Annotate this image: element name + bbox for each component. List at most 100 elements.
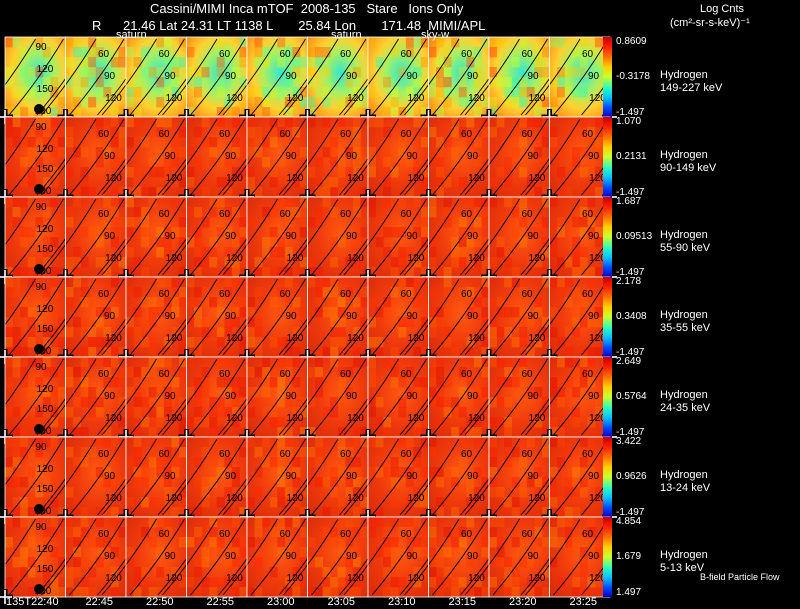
pixel-cell <box>496 357 505 368</box>
pixel-cell <box>95 257 104 268</box>
pixel-cell <box>428 507 437 518</box>
contour-label: 60 <box>219 529 231 540</box>
pixel-cell <box>443 287 452 298</box>
pixel-cell <box>481 257 490 268</box>
pixel-cell <box>88 567 97 578</box>
pixel-cell <box>194 127 203 138</box>
pixel-cell <box>557 277 566 288</box>
field-contour <box>525 118 581 196</box>
pixel-cell <box>458 407 467 418</box>
pixel-cell <box>390 457 399 468</box>
pixel-cell <box>322 97 331 108</box>
pixel-cell <box>383 537 392 548</box>
image-panel <box>307 197 368 277</box>
pixel-cell <box>443 577 452 588</box>
contour-label: 90 <box>527 391 539 402</box>
pixel-cell <box>481 347 490 358</box>
pixel-cell <box>209 257 218 268</box>
pixel-cell <box>156 567 165 578</box>
contour-label: 120 <box>468 333 485 344</box>
pixel-cell <box>42 127 51 138</box>
pixel-cell <box>390 367 399 378</box>
pixel-cell <box>420 137 429 148</box>
pixel-cell <box>247 167 255 178</box>
pixel-cell <box>504 577 513 588</box>
pixel-cell <box>194 227 203 238</box>
field-contour <box>8 438 64 516</box>
pixel-cell <box>322 187 331 198</box>
pixel-cell <box>163 507 172 518</box>
pixel-cell <box>398 317 407 328</box>
pixel-cell <box>383 77 392 88</box>
pixel-cell <box>299 147 308 158</box>
pixel-cell <box>443 87 452 98</box>
pixel-cell <box>247 87 255 98</box>
pixel-cell <box>489 297 497 308</box>
pixel-cell <box>489 127 497 138</box>
pixel-cell <box>337 337 346 348</box>
image-panel <box>126 277 187 357</box>
pixel-cell <box>194 397 203 408</box>
pixel-cell <box>292 467 301 478</box>
pixel-cell <box>413 297 422 308</box>
contour-label: 120 <box>166 253 183 264</box>
pixel-cell <box>489 527 497 538</box>
pixel-cell <box>262 517 271 528</box>
pixel-cell <box>420 317 429 328</box>
pixel-cell <box>398 407 407 418</box>
pixel-cell <box>466 197 475 208</box>
contour-label: 60 <box>400 529 412 540</box>
colorbar-mid: 0.2131 <box>616 151 647 162</box>
contour-label: 90 <box>527 551 539 562</box>
contour-label: 90 <box>467 151 479 162</box>
pixel-cell <box>65 567 74 578</box>
pixel-cell <box>526 117 535 128</box>
planet-disk <box>34 424 44 434</box>
pixel-cell <box>65 407 74 418</box>
pixel-cell <box>345 457 354 468</box>
contour-label: 120 <box>226 93 243 104</box>
field-contour <box>190 358 246 436</box>
pixel-cell <box>42 347 51 358</box>
image-panel <box>126 437 187 517</box>
contour-label: 120 <box>468 173 485 184</box>
contour-label: 90 <box>35 202 47 213</box>
pixel-cell <box>557 497 566 508</box>
pixel-cell <box>126 497 134 508</box>
pixel-cell <box>95 307 104 318</box>
field-contour <box>464 358 520 436</box>
pixel-cell <box>390 357 399 368</box>
pixel-cell <box>103 357 112 368</box>
field-contour <box>69 358 125 436</box>
pixel-cell <box>572 217 581 228</box>
pixel-cell <box>504 587 513 598</box>
pixel-cell <box>504 177 513 188</box>
field-contour <box>492 438 548 516</box>
field-contour <box>41 118 97 196</box>
pixel-cell <box>299 557 308 568</box>
pixel-cell <box>209 527 218 538</box>
contour-label: 120 <box>287 573 304 584</box>
field-contour <box>343 198 399 276</box>
pixel-cell <box>156 357 165 368</box>
contour-label: 90 <box>588 311 600 322</box>
image-panel <box>126 357 187 437</box>
pixel-cell <box>466 477 475 488</box>
pixel-cell <box>458 437 467 448</box>
pixel-cell <box>451 117 460 128</box>
pixel-cell <box>360 157 369 168</box>
pixel-cell <box>572 287 581 298</box>
pixel-cell <box>284 397 293 408</box>
contour-label: 90 <box>104 311 116 322</box>
pixel-cell <box>20 137 29 148</box>
pixel-cell <box>428 307 437 318</box>
pixel-cell <box>307 587 316 598</box>
pixel-cell <box>73 187 82 198</box>
pixel-cell <box>284 147 293 158</box>
pixel-cell <box>88 277 97 288</box>
pixel-cell <box>375 467 384 478</box>
pixel-cell <box>156 37 165 48</box>
pixel-cell <box>133 327 142 338</box>
pixel-cell <box>481 567 490 578</box>
pixel-cell <box>42 207 51 218</box>
